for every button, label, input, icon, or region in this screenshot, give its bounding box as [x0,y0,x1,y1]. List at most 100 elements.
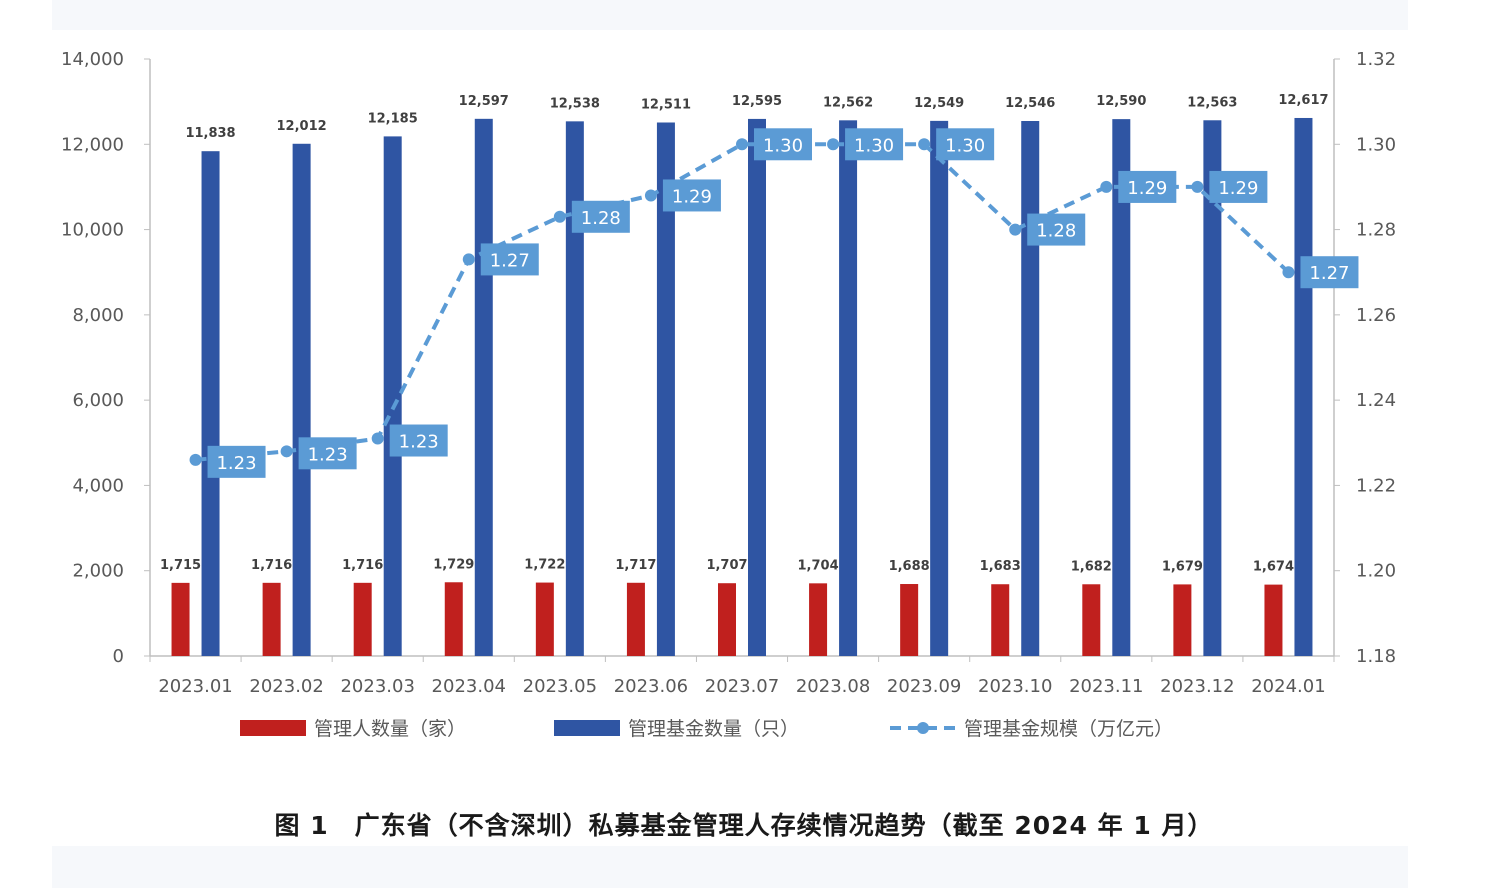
scale-label-box [298,437,357,470]
scale-label-box [1209,170,1268,203]
left-y-tick-label: 8,000 [72,305,124,326]
left-y-tick-label: 4,000 [72,475,124,496]
managers-bar [718,583,736,656]
left-y-tick-label: 10,000 [61,220,124,241]
managers-bar-label: 1,674 [1253,560,1294,575]
right-y-tick-label: 1.28 [1356,220,1396,241]
managers-bar-label: 1,722 [524,558,565,573]
x-category-label: 2023.02 [249,676,323,697]
scale-label-box [662,179,721,212]
funds-bar [930,120,949,657]
scale-label-box [845,128,904,161]
scale-marker [189,453,202,466]
x-category-label: 2023.03 [340,676,414,697]
scale-marker [918,138,931,151]
scale-marker [371,432,384,445]
funds-bar-label: 12,595 [732,94,782,109]
funds-bar-label: 12,185 [368,111,418,126]
x-category-label: 2023.05 [523,676,597,697]
scale-marker [1009,223,1022,236]
managers-bar [900,584,919,656]
managers-bar [991,584,1010,656]
managers-bar [1173,584,1192,656]
bottom-background-band [52,846,1408,888]
funds-bar-label: 12,546 [1005,96,1055,111]
right-y-tick-label: 1.32 [1356,49,1396,70]
figure-caption: 图 1 广东省（不含深圳）私募基金管理人存续情况趋势（截至 2024 年 1 月… [274,811,1214,840]
left-y-tick-label: 2,000 [72,561,124,582]
funds-bar-label: 12,590 [1096,94,1146,109]
managers-bar [809,583,828,656]
scale-label: 1.27 [490,250,530,271]
managers-bar [353,582,372,656]
legend-managers-swatch [240,720,306,736]
funds-bar-label: 12,617 [1278,93,1328,108]
managers-bar-label: 1,715 [160,558,201,573]
managers-bar [171,582,190,656]
x-category-label: 2023.10 [978,676,1052,697]
scale-marker [644,189,657,202]
scale-label-box [480,243,539,276]
scale-marker [553,210,566,223]
managers-bar [1082,584,1101,656]
scale-label-box [389,424,448,457]
left-y-tick-label: 12,000 [61,134,124,155]
funds-bar-label: 12,538 [550,96,600,111]
left-y-tick-label: 14,000 [61,49,124,70]
managers-bar [535,582,554,656]
scale-label-box [1300,256,1359,289]
funds-bar-label: 12,597 [459,94,509,109]
x-category-label: 2023.12 [1160,676,1234,697]
scale-label: 1.30 [854,135,894,156]
managers-bar-label: 1,682 [1071,559,1112,574]
scale-label: 1.29 [1127,178,1167,199]
managers-bar [626,582,645,656]
x-category-label: 2023.01 [158,676,232,697]
scale-label-box [571,200,630,233]
top-background-band [52,0,1408,30]
scale-marker [280,445,293,458]
scale-label: 1.23 [399,432,439,453]
funds-bar-label: 12,511 [641,97,691,112]
funds-bar [1203,120,1222,657]
legend-funds-swatch [554,720,620,736]
managers-bar-label: 1,704 [798,558,839,573]
funds-bar [383,136,402,656]
funds-bar [656,122,675,656]
scale-label: 1.28 [1036,221,1076,242]
x-category-label: 2023.08 [796,676,870,697]
scale-label-box [1027,213,1086,246]
managers-bar-label: 1,683 [980,559,1021,574]
funds-bar [201,151,220,657]
right-y-tick-label: 1.18 [1356,646,1396,667]
managers-bar [262,582,281,656]
left-y-tick-label: 6,000 [72,390,124,411]
scale-label: 1.23 [308,444,348,465]
legend-funds-label: 管理基金数量（只） [628,718,799,740]
left-y-tick-label: 0 [113,646,124,667]
scale-marker [1100,180,1113,193]
scale-label-box [207,445,266,478]
x-category-label: 2023.11 [1069,676,1143,697]
funds-bar [565,121,584,656]
scale-marker [736,138,748,151]
managers-bar [444,582,463,656]
funds-bar [1294,117,1313,656]
x-category-label: 2024.01 [1251,676,1325,697]
legend-scale-marker [917,722,929,734]
funds-bar [474,118,493,656]
funds-bar-label: 11,838 [185,126,235,141]
legend-scale-label: 管理基金规模（万亿元） [964,718,1173,740]
funds-bar [1112,119,1131,657]
x-category-label: 2023.06 [614,676,688,697]
scale-marker [827,138,840,151]
scale-label: 1.28 [581,208,621,229]
managers-bar-label: 1,688 [889,559,930,574]
funds-bar [748,118,766,657]
x-category-label: 2023.04 [432,676,506,697]
scale-label: 1.29 [1218,178,1258,199]
funds-bar-label: 12,563 [1187,95,1237,110]
scale-label: 1.27 [1309,263,1349,284]
managers-bar-label: 1,729 [433,557,474,572]
